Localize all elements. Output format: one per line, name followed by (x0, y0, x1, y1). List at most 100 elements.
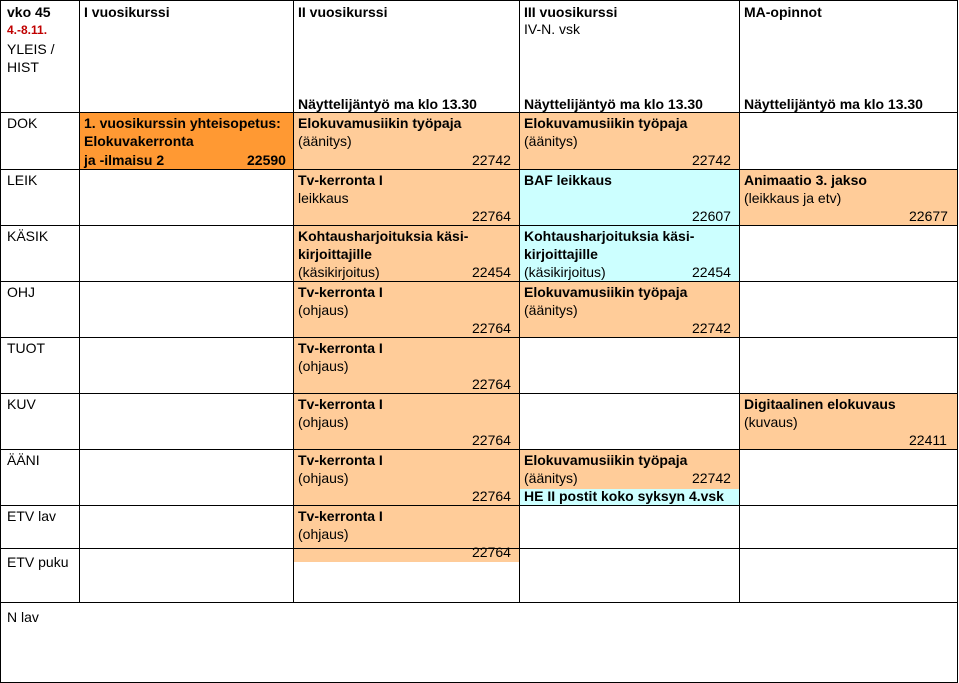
ohj-y2-line1: Tv-kerronta I (298, 284, 383, 300)
kasik-y3-line1: Kohtausharjoituksia käsi- (524, 228, 695, 244)
grid-line (0, 602, 958, 603)
grid-line (79, 0, 80, 603)
aani-y2-code: 22764 (472, 488, 511, 504)
grid-line (0, 337, 958, 338)
row-label-leik: LEIK (7, 172, 38, 188)
aani-y3-cell (520, 450, 740, 489)
row-label-nlav: N lav (7, 609, 39, 625)
leik-y2-cell (294, 170, 520, 226)
grid-line (0, 225, 958, 226)
etvlav-y2-line1: Tv-kerronta I (298, 508, 383, 524)
ohj-y3-line1: Elokuvamusiikin työpaja (524, 284, 688, 300)
aani-y3-line2: (äänitys) (524, 470, 578, 486)
tuot-y2-code: 22764 (472, 376, 511, 392)
dok-y3-cell (520, 113, 740, 170)
kuv-ma-cell (740, 394, 958, 450)
row-label-kasik: KÄSIK (7, 228, 49, 244)
leik-y2-code: 22764 (472, 208, 511, 224)
ohj-y3-line2: (äänitys) (524, 302, 578, 318)
row-label-etvpuku: ETV puku (7, 554, 69, 570)
grid-line (0, 169, 958, 170)
kuv-y2-cell (294, 394, 520, 450)
row-label-dok: DOK (7, 115, 38, 131)
ohj-y3-code: 22742 (692, 320, 731, 336)
week-dates: 4.-8.11. (7, 23, 48, 37)
dok-y3-code: 22742 (692, 152, 731, 168)
dok-y1-line3: ja -ilmaisu 2 (84, 152, 165, 168)
row-label-hist: HIST (7, 59, 39, 75)
dok-y1-line2: Elokuvakerronta (84, 133, 194, 149)
grid-line (739, 0, 740, 603)
kasik-y3-code: 22454 (692, 264, 731, 280)
aani-y2-cell (294, 450, 520, 506)
nayttely-ma: Näyttelijäntyö ma klo 13.30 (744, 96, 923, 112)
leik-y3-line1: BAF leikkaus (524, 172, 612, 188)
etvlav-y2-cell (294, 506, 520, 562)
row-label-etvlav: ETV lav (7, 508, 57, 524)
kasik-y2-line3: (käsikirjoitus) (298, 264, 380, 280)
col-header-year1: I vuosikurssi (84, 4, 170, 20)
dok-y1-code: 22590 (247, 152, 286, 168)
dok-y1-line1: 1. vuosikurssin yhteisopetus: (84, 115, 281, 131)
grid-line (957, 0, 958, 683)
nayttely-y2: Näyttelijäntyö ma klo 13.30 (298, 96, 477, 112)
grid-line (0, 0, 1, 683)
grid-line (0, 112, 958, 113)
leik-ma-line2: (leikkaus ja etv) (744, 190, 842, 206)
aani-y3-note-cell (520, 489, 740, 506)
row-label-ohj: OHJ (7, 284, 35, 300)
dok-y1-cell (80, 113, 294, 170)
grid-line (519, 0, 520, 603)
aani-y2-line1: Tv-kerronta I (298, 452, 383, 468)
aani-y3-note: HE II postit koko syksyn 4.vsk (524, 488, 724, 504)
grid-line (0, 0, 958, 1)
kuv-ma-line1: Digitaalinen elokuvaus (744, 396, 896, 412)
tuot-y2-cell (294, 338, 520, 394)
dok-y2-line1: Elokuvamusiikin työpaja (298, 115, 462, 131)
dok-y2-code: 22742 (472, 152, 511, 168)
grid-line (0, 281, 958, 282)
dok-y2-cell (294, 113, 520, 170)
kasik-y3-line3: (käsikirjoitus) (524, 264, 606, 280)
row-label-yleis: YLEIS / (7, 41, 55, 57)
kuv-y2-code: 22764 (472, 432, 511, 448)
leik-ma-line1: Animaatio 3. jakso (744, 172, 867, 188)
kasik-y3-line2: kirjoittajille (524, 246, 598, 262)
aani-y2-line2: (ohjaus) (298, 470, 349, 486)
ohj-y3-cell (520, 282, 740, 338)
etvlav-y2-code: 22764 (472, 544, 511, 560)
row-label-tuot: TUOT (7, 340, 46, 356)
leik-y2-line1: Tv-kerronta I (298, 172, 383, 188)
ohj-y2-line2: (ohjaus) (298, 302, 349, 318)
leik-y3-cell (520, 170, 740, 226)
kuv-y2-line2: (ohjaus) (298, 414, 349, 430)
col-header-year2: II vuosikurssi (298, 4, 388, 20)
tuot-y2-line1: Tv-kerronta I (298, 340, 383, 356)
kasik-y2-line2: kirjoittajille (298, 246, 372, 262)
leik-ma-code: 22677 (909, 208, 948, 224)
aani-y3-line1: Elokuvamusiikin työpaja (524, 452, 688, 468)
kuv-ma-code: 22411 (909, 432, 947, 448)
etvlav-y2-line2: (ohjaus) (298, 526, 349, 542)
kuv-ma-line2: (kuvaus) (744, 414, 798, 430)
kasik-y2-cell (294, 226, 520, 282)
row-label-aani: ÄÄNI (7, 452, 40, 468)
kuv-y2-line1: Tv-kerronta I (298, 396, 383, 412)
week-label: vko 45 (7, 4, 51, 20)
tuot-y2-line2: (ohjaus) (298, 358, 349, 374)
leik-y2-line2: leikkaus (298, 190, 349, 206)
leik-ma-cell (740, 170, 958, 226)
aani-y3-code: 22742 (692, 470, 731, 486)
nayttely-y3: Näyttelijäntyö ma klo 13.30 (524, 96, 703, 112)
col-header-year3-sub: IV-N. vsk (524, 21, 581, 37)
grid-line (0, 505, 958, 506)
grid-line (0, 449, 958, 450)
grid-line (0, 393, 958, 394)
row-label-kuv: KUV (7, 396, 36, 412)
col-header-year3: III vuosikurssi (524, 4, 618, 20)
kasik-y2-line1: Kohtausharjoituksia käsi- (298, 228, 469, 244)
dok-y2-line2: (äänitys) (298, 133, 352, 149)
grid-line (0, 548, 958, 549)
kasik-y2-code: 22454 (472, 264, 511, 280)
